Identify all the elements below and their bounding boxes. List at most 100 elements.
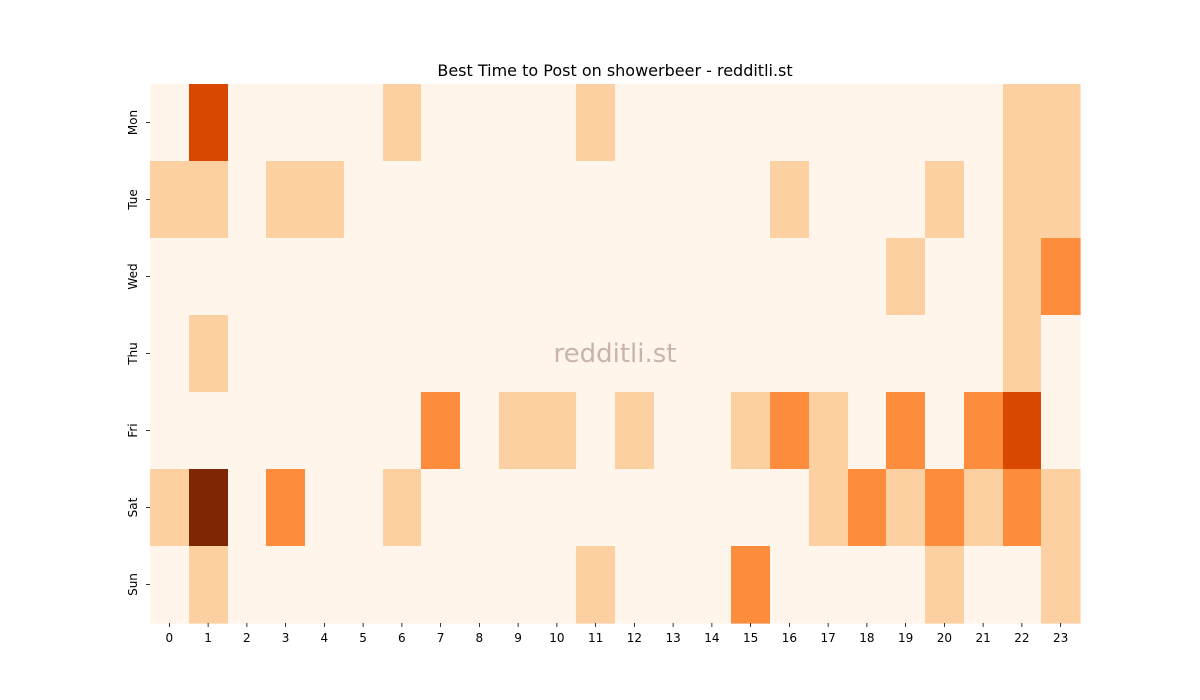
heatmap-cell xyxy=(964,84,1004,162)
y-tick-label: Tue xyxy=(126,189,140,211)
heatmap-cell xyxy=(693,546,732,624)
heatmap-cell xyxy=(538,546,577,624)
heatmap-cell xyxy=(344,161,384,239)
heatmap-cell xyxy=(1003,469,1042,547)
heatmap-cell xyxy=(421,392,461,470)
heatmap-cell xyxy=(150,392,190,470)
heatmap-cell xyxy=(576,469,616,547)
heatmap-cell xyxy=(460,469,500,547)
heatmap-cell xyxy=(228,161,267,239)
x-tick-label: 5 xyxy=(359,631,367,645)
heatmap-cell xyxy=(809,392,849,470)
x-tick-label: 13 xyxy=(665,631,680,645)
heatmap-cell xyxy=(731,238,771,316)
heatmap-cell xyxy=(925,84,965,162)
heatmap-cell xyxy=(228,469,267,547)
heatmap-cell xyxy=(305,546,345,624)
y-tick-label: Thu xyxy=(126,342,140,366)
x-tick-label: 14 xyxy=(704,631,719,645)
heatmap-cell xyxy=(925,392,965,470)
heatmap-cell xyxy=(189,84,229,162)
heatmap-cell xyxy=(654,238,694,316)
heatmap-cell xyxy=(538,161,577,239)
x-tick-label: 9 xyxy=(514,631,522,645)
heatmap-cell xyxy=(925,546,965,624)
y-tick-label: Mon xyxy=(126,110,140,135)
heatmap-cell xyxy=(615,469,655,547)
heatmap-cell xyxy=(1003,392,1042,470)
heatmap-cell xyxy=(421,161,461,239)
watermark: redditli.st xyxy=(554,339,677,369)
y-tick-label: Sun xyxy=(126,573,140,596)
x-tick-label: 0 xyxy=(166,631,174,645)
heatmap-cell xyxy=(848,238,887,316)
heatmap-cell xyxy=(770,315,810,393)
heatmap-cell xyxy=(576,238,616,316)
x-tick-label: 7 xyxy=(437,631,445,645)
heatmap-cell xyxy=(693,238,732,316)
heatmap-cell xyxy=(886,238,926,316)
heatmap-cell xyxy=(460,392,500,470)
heatmap-cell xyxy=(460,315,500,393)
heatmap-cell xyxy=(266,84,306,162)
heatmap-cell xyxy=(693,315,732,393)
heatmap-cell xyxy=(1041,469,1081,547)
heatmap-cell xyxy=(886,546,926,624)
heatmap-cell xyxy=(770,84,810,162)
x-tick-label: 10 xyxy=(549,631,564,645)
heatmap-cell xyxy=(1041,84,1081,162)
heatmap-cell xyxy=(731,315,771,393)
x-tick-label: 2 xyxy=(243,631,251,645)
heatmap-cell xyxy=(150,84,190,162)
heatmap-cell xyxy=(886,161,926,239)
x-tick-label: 8 xyxy=(476,631,484,645)
heatmap-cell xyxy=(1003,546,1042,624)
y-tick-label: Sat xyxy=(126,497,140,517)
heatmap-cell xyxy=(499,238,539,316)
heatmap-cell xyxy=(1041,315,1081,393)
heatmap-cell xyxy=(150,315,190,393)
y-axis: Mon Tue Wed Thu Fri Sat Sun xyxy=(126,110,150,596)
heatmap-cell xyxy=(344,392,384,470)
heatmap-cell xyxy=(305,238,345,316)
heatmap-cell xyxy=(654,84,694,162)
heatmap-cell xyxy=(266,315,306,393)
heatmap-cell xyxy=(538,84,577,162)
heatmap-cell xyxy=(150,469,190,547)
heatmap-cell xyxy=(499,315,539,393)
heatmap-cell xyxy=(1041,238,1081,316)
heatmap-cell xyxy=(305,84,345,162)
heatmap-cell xyxy=(460,84,500,162)
heatmap-cell xyxy=(499,546,539,624)
heatmap-cell xyxy=(731,546,771,624)
heatmap-cell xyxy=(964,469,1004,547)
heatmap-cell xyxy=(886,315,926,393)
heatmap-cell xyxy=(344,315,384,393)
heatmap-cell xyxy=(266,161,306,239)
heatmap-cell xyxy=(344,84,384,162)
heatmap-cell xyxy=(189,469,229,547)
heatmap-cell xyxy=(654,315,694,393)
heatmap-cell xyxy=(1003,315,1042,393)
heatmap-cell xyxy=(964,238,1004,316)
heatmap-cell xyxy=(499,161,539,239)
heatmap-cell xyxy=(693,161,732,239)
x-tick-label: 4 xyxy=(321,631,329,645)
heatmap-cell xyxy=(344,238,384,316)
heatmap-cell xyxy=(266,238,306,316)
heatmap-cell xyxy=(421,315,461,393)
heatmap-cell xyxy=(305,315,345,393)
heatmap-cell xyxy=(421,84,461,162)
heatmap-cell xyxy=(770,238,810,316)
heatmap-cell xyxy=(654,161,694,239)
x-tick-label: 18 xyxy=(859,631,874,645)
heatmap-cell xyxy=(809,238,849,316)
heatmap-cell xyxy=(848,469,887,547)
heatmap-cell xyxy=(964,392,1004,470)
heatmap-cell xyxy=(615,161,655,239)
heatmap-cell xyxy=(189,161,229,239)
heatmap-cell xyxy=(693,469,732,547)
heatmap-cell xyxy=(383,238,422,316)
heatmap-cell xyxy=(809,469,849,547)
heatmap-cell xyxy=(809,161,849,239)
